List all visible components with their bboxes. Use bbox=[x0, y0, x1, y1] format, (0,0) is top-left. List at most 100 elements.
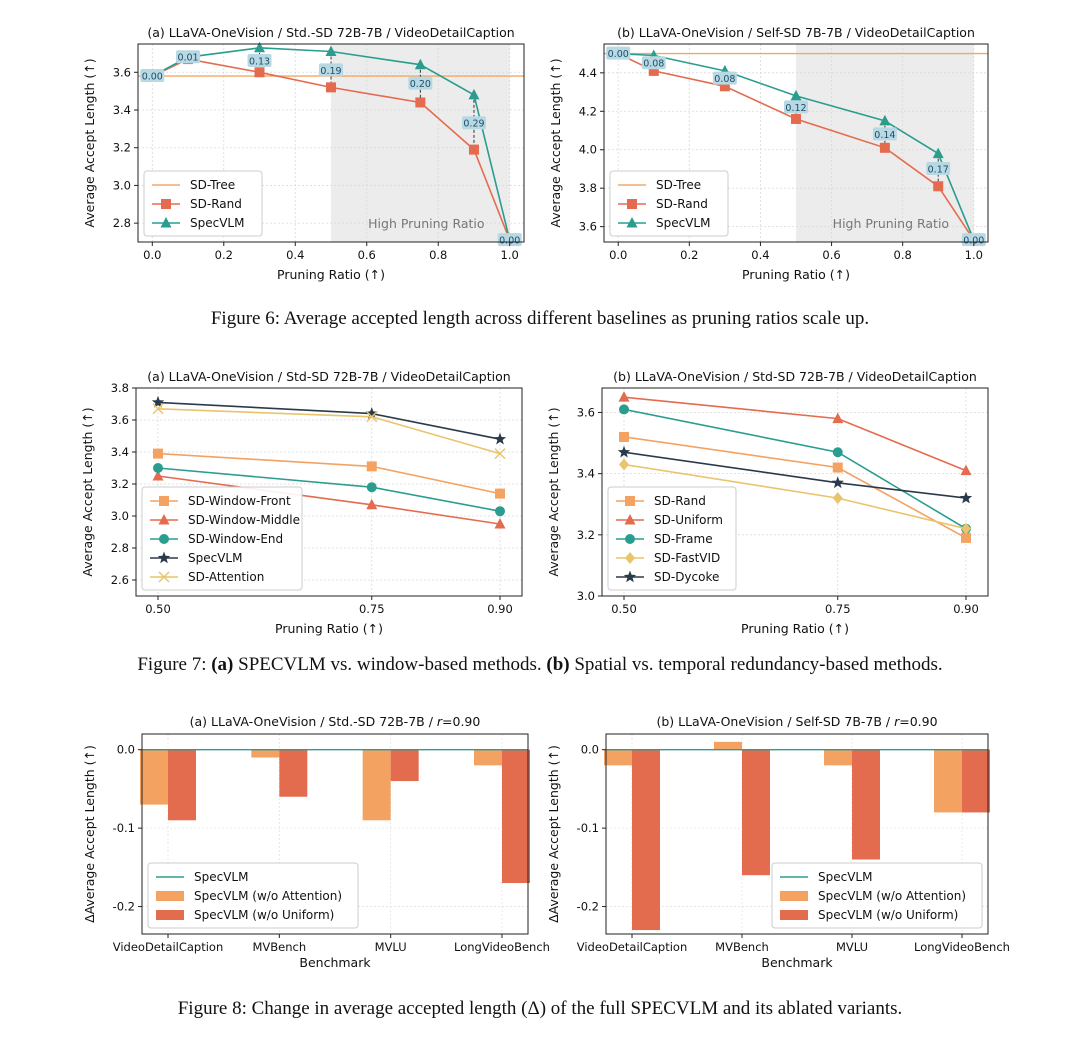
annotation-label: 0.19 bbox=[320, 66, 341, 77]
shade-label: High Pruning Ratio bbox=[368, 216, 484, 231]
data-point bbox=[414, 58, 426, 70]
title-part: =0.90 bbox=[442, 714, 480, 729]
y-tick-label: 2.8 bbox=[111, 541, 129, 555]
annotation-box bbox=[497, 233, 522, 247]
annotation-label: 0.17 bbox=[928, 164, 949, 175]
legend-marker bbox=[626, 217, 638, 228]
legend-box bbox=[143, 170, 263, 237]
annotation-box bbox=[461, 116, 486, 130]
data-point bbox=[151, 395, 165, 408]
plot-frame bbox=[605, 733, 989, 935]
legend-label: SD-Dycoke bbox=[654, 570, 719, 584]
x-tick-label: VideoDetailCaption bbox=[113, 940, 224, 954]
x-tick-label: 0.0 bbox=[143, 248, 161, 262]
x-tick-label: LongVideoBench bbox=[914, 940, 1010, 954]
y-tick-label: 3.4 bbox=[111, 445, 129, 459]
legend-marker bbox=[158, 514, 170, 525]
legend-label: SD-Attention bbox=[188, 570, 264, 584]
y-axis-label: Average Accept Length (↑) bbox=[82, 58, 97, 227]
data-point bbox=[254, 67, 265, 78]
plot-frame bbox=[137, 43, 525, 243]
plot-frame bbox=[135, 387, 523, 597]
data-point bbox=[366, 482, 377, 493]
annotation-box bbox=[961, 233, 986, 247]
figure-7b-chart: 0.50 0.75 0.90 3.0 3.2 3.4 3.6 (b) LLaVA-OneVis… bbox=[546, 369, 989, 636]
legend-label: SpecVLM bbox=[190, 216, 244, 230]
legend-marker-stroke bbox=[158, 571, 170, 583]
annotation-label: 0.01 bbox=[177, 53, 198, 64]
y-tick-label: 3.8 bbox=[579, 181, 597, 195]
data-point-stroke bbox=[366, 411, 378, 423]
annotation-label: 0.00 bbox=[963, 236, 984, 247]
data-point-stroke bbox=[152, 403, 164, 415]
legend-patch bbox=[780, 910, 808, 920]
figure-7-caption-text-1: SPECVLM vs. window-based methods. bbox=[233, 654, 546, 675]
y-tick-label: 4.0 bbox=[579, 143, 597, 157]
data-point bbox=[415, 97, 426, 108]
data-point bbox=[326, 82, 336, 93]
legend-label: SD-Tree bbox=[656, 178, 701, 192]
x-axis-label: Pruning Ratio (↑) bbox=[277, 267, 385, 282]
figure-7-caption-prefix: Figure 7: bbox=[137, 654, 211, 675]
x-tick-label: 0.0 bbox=[609, 248, 627, 262]
legend-box bbox=[607, 486, 737, 591]
legend-marker bbox=[158, 571, 170, 583]
x-tick-label: MVBench bbox=[253, 940, 307, 954]
x-tick-label: VideoDetailCaption bbox=[577, 940, 688, 954]
data-point-stroke bbox=[494, 448, 506, 460]
data-point bbox=[494, 448, 506, 460]
x-tick-label: 0.8 bbox=[429, 248, 447, 262]
y-axis-label: Average Accept Length (↑) bbox=[548, 58, 563, 227]
legend-label: SpecVLM bbox=[188, 551, 242, 565]
legend-box bbox=[147, 862, 359, 929]
legend-patch bbox=[156, 910, 184, 920]
bar bbox=[279, 749, 308, 797]
bar bbox=[714, 741, 742, 750]
legend-label: SD-FastVID bbox=[654, 551, 720, 565]
annotation-box bbox=[872, 127, 897, 141]
legend-label: SD-Window-Middle bbox=[188, 513, 300, 527]
data-point bbox=[366, 411, 378, 423]
y-tick-label: 3.4 bbox=[577, 467, 595, 481]
x-axis-label: Pruning Ratio (↑) bbox=[275, 621, 383, 636]
annotation-label: 0.20 bbox=[410, 79, 431, 90]
annotation-box bbox=[140, 69, 165, 83]
x-tick-label: 0.2 bbox=[680, 248, 698, 262]
bar bbox=[474, 749, 502, 766]
data-point bbox=[366, 498, 378, 510]
annotation-box bbox=[712, 71, 737, 85]
data-point bbox=[959, 491, 973, 504]
figure-7-caption-text-2: Spatial vs. temporal redundancy-based me… bbox=[570, 654, 943, 675]
legend-label: SpecVLM (w/o Uniform) bbox=[194, 908, 334, 922]
legend-label: SpecVLM bbox=[656, 216, 710, 230]
figure-8b-chart: VideoDetailCaption MVBench MVLU LongVideoBe… bbox=[546, 714, 1010, 970]
legend-label: SD-Window-Front bbox=[188, 494, 291, 508]
data-point bbox=[832, 492, 843, 505]
bar bbox=[742, 749, 770, 876]
data-point bbox=[719, 81, 730, 92]
legend-marker bbox=[623, 570, 637, 583]
legend-marker bbox=[625, 534, 635, 544]
x-axis-label: Benchmark bbox=[299, 955, 371, 970]
data-point bbox=[468, 144, 479, 155]
x-tick-label: 1.0 bbox=[965, 248, 983, 262]
series-line bbox=[157, 401, 501, 440]
y-tick-label: -0.2 bbox=[113, 900, 135, 914]
data-point bbox=[619, 458, 629, 471]
x-tick-label: 1.0 bbox=[501, 248, 519, 262]
data-point bbox=[879, 142, 890, 153]
title-part: (b) LLaVA-OneVision / Self-SD 7B-7B / bbox=[656, 714, 894, 729]
legend-marker bbox=[157, 551, 171, 564]
x-tick-label: 0.4 bbox=[751, 248, 769, 262]
data-point bbox=[791, 113, 801, 124]
x-tick-label: MVLU bbox=[836, 940, 868, 954]
data-point bbox=[153, 448, 163, 459]
data-point bbox=[831, 476, 844, 489]
x-tick-label: 0.6 bbox=[358, 248, 376, 262]
data-point bbox=[879, 114, 891, 126]
data-point bbox=[153, 463, 163, 473]
legend-marker bbox=[625, 496, 635, 506]
data-point bbox=[961, 532, 971, 543]
annotation-label: 0.12 bbox=[785, 103, 806, 114]
annotation-label: 0.29 bbox=[463, 119, 484, 130]
